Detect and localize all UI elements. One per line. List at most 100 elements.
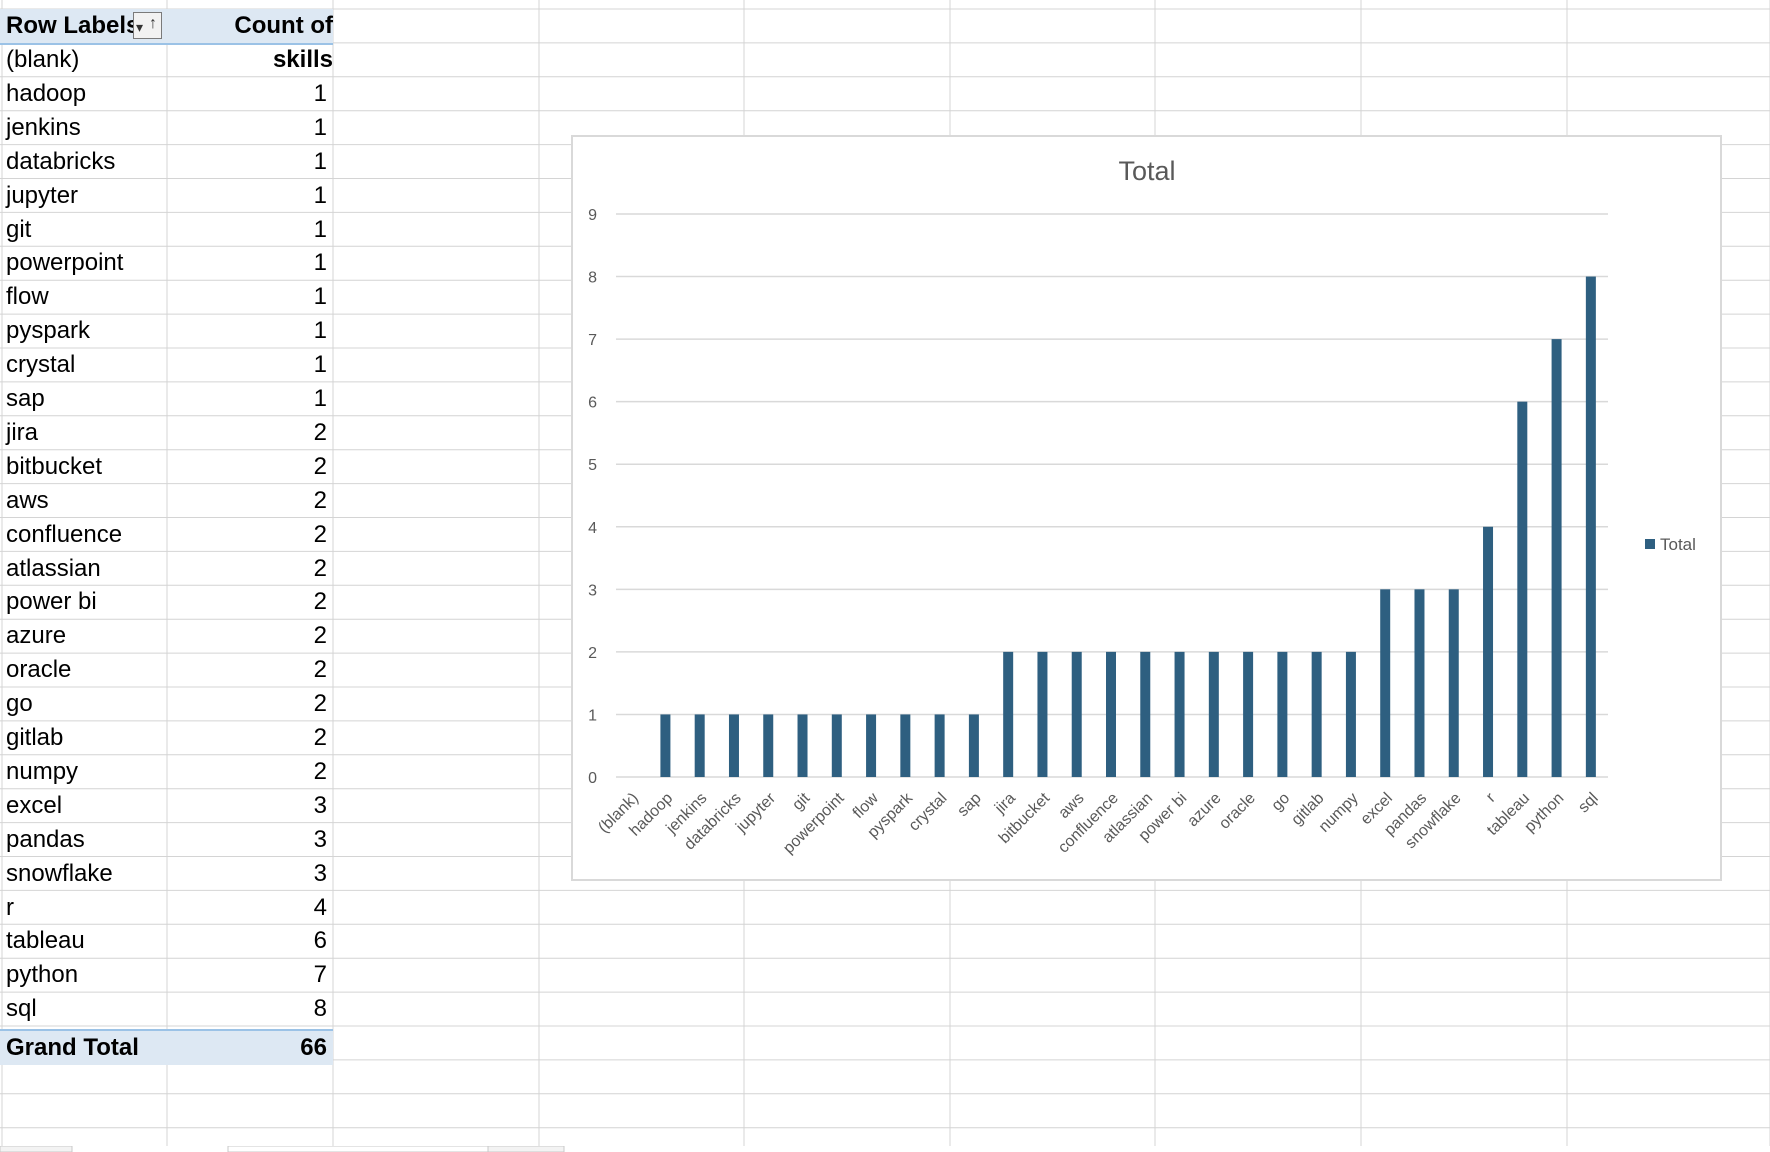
pivot-row-value: 1 — [313, 215, 327, 243]
pivot-row[interactable]: bitbucket 2 — [0, 450, 333, 484]
pivot-row[interactable]: sql 8 — [0, 992, 333, 1026]
bar — [728, 714, 739, 777]
bar — [934, 714, 945, 777]
bar — [797, 714, 808, 777]
pivot-row-label: pyspark — [6, 317, 91, 345]
pivot-row-value: 7 — [313, 961, 327, 989]
pivot-row-value: 2 — [313, 622, 327, 650]
x-tick-label: sql — [1575, 790, 1601, 816]
pivot-row-value: 1 — [313, 283, 327, 311]
bar — [1585, 276, 1596, 777]
sheet-tab[interactable] — [487, 1146, 565, 1152]
y-tick-label: 0 — [588, 770, 597, 787]
bar — [1106, 651, 1116, 777]
bar — [1037, 651, 1048, 777]
pivot-row-value: 1 — [313, 249, 327, 277]
pivot-row-value: 3 — [313, 859, 327, 887]
bar — [1174, 651, 1185, 777]
pivot-row-value: 2 — [313, 690, 327, 718]
pivot-row-label: bitbucket — [6, 452, 103, 480]
pivot-row-value: 2 — [313, 520, 327, 548]
pivot-row[interactable]: (blank) — [0, 43, 333, 77]
grand-total-row: Grand Total 66 — [0, 1029, 333, 1065]
pivot-row-value: 1 — [313, 113, 327, 141]
pivot-row-label: excel — [6, 791, 63, 819]
filter-sort-button[interactable]: ▾ ↑ — [133, 12, 162, 39]
bar — [763, 714, 774, 777]
pivot-row[interactable]: sap 1 — [0, 382, 333, 416]
chart-title: Total — [1118, 156, 1175, 186]
pivot-row[interactable]: jupyter 1 — [0, 179, 333, 213]
bar — [1243, 651, 1254, 777]
sheet-tab[interactable] — [0, 1146, 73, 1152]
pivot-row-label: hadoop — [6, 79, 87, 107]
pivot-row[interactable]: snowflake 3 — [0, 857, 333, 891]
pivot-row-label: azure — [6, 622, 67, 650]
pivot-row-label: git — [6, 215, 32, 243]
pivot-row[interactable]: python 7 — [0, 958, 333, 992]
pivot-row-value: 2 — [313, 554, 327, 582]
pivot-row-value: 8 — [313, 995, 327, 1023]
pivot-row-value: 2 — [313, 588, 327, 616]
pivot-row[interactable]: go 2 — [0, 687, 333, 721]
y-tick-label: 5 — [588, 457, 597, 474]
pivot-row[interactable]: databricks 1 — [0, 145, 333, 179]
pivot-row[interactable]: hadoop 1 — [0, 77, 333, 111]
pivot-row[interactable]: jira 2 — [0, 416, 333, 450]
pivot-row[interactable]: pyspark 1 — [0, 314, 333, 348]
legend-label: Total — [1660, 535, 1696, 554]
pivot-row-value: 2 — [313, 757, 327, 785]
pivot-row-label: tableau — [6, 927, 85, 955]
pivot-row-value: 3 — [313, 825, 327, 853]
pivot-row-value: 1 — [313, 181, 327, 209]
pivot-row-label: go — [6, 690, 33, 718]
x-tick-label: git — [789, 789, 813, 813]
pivot-row-value: 2 — [313, 418, 327, 446]
bar-chart[interactable]: Total 0 1 2 3 4 5 6 7 8 9 (blank) hadoop jenkins datab… — [571, 135, 1722, 881]
pivot-row[interactable]: excel 3 — [0, 789, 333, 823]
pivot-header-row: Row Labels ▾ ↑ Count of skills — [0, 9, 333, 73]
bar — [1345, 651, 1356, 777]
bar — [660, 714, 671, 777]
bar — [1517, 401, 1528, 777]
x-tick-label: jira — [991, 790, 1019, 818]
pivot-row[interactable]: azure 2 — [0, 619, 333, 653]
bar — [831, 714, 842, 777]
x-tick-label: r — [1483, 789, 1499, 805]
pivot-row-label: sap — [6, 385, 45, 412]
bar — [1380, 589, 1391, 777]
sheet-tab-active[interactable] — [227, 1146, 489, 1152]
pivot-row[interactable]: atlassian 2 — [0, 552, 333, 586]
pivot-row-label: oracle — [6, 656, 72, 684]
bar — [1414, 589, 1425, 777]
pivot-row[interactable]: confluence 2 — [0, 518, 333, 552]
pivot-row[interactable]: numpy 2 — [0, 755, 333, 789]
grand-total-value: 66 — [300, 1034, 327, 1061]
bar — [1140, 651, 1151, 777]
y-tick-label: 1 — [588, 707, 597, 724]
pivot-row[interactable]: crystal 1 — [0, 348, 333, 382]
pivot-row-label: aws — [6, 486, 49, 514]
pivot-row-value: 1 — [313, 351, 327, 379]
pivot-row[interactable]: jenkins 1 — [0, 111, 333, 145]
pivot-row-label: (blank) — [6, 46, 80, 73]
pivot-row-label: pandas — [6, 825, 85, 853]
pivot-row[interactable]: powerpoint 1 — [0, 246, 333, 280]
row-labels-header: Row Labels — [6, 12, 140, 39]
pivot-row[interactable]: oracle 2 — [0, 653, 333, 687]
bar — [866, 714, 877, 777]
pivot-row[interactable]: git 1 — [0, 213, 333, 247]
pivot-row[interactable]: power bi 2 — [0, 585, 333, 619]
sort-ascending-icon: ↑ — [149, 15, 157, 32]
pivot-row[interactable]: pandas 3 — [0, 823, 333, 857]
pivot-row[interactable]: aws 2 — [0, 484, 333, 518]
bar — [1551, 339, 1562, 777]
pivot-row[interactable]: tableau 6 — [0, 924, 333, 958]
pivot-row-label: snowflake — [6, 859, 113, 887]
pivot-row-label: atlassian — [6, 554, 101, 582]
bar — [900, 714, 911, 777]
pivot-row[interactable]: flow 1 — [0, 280, 333, 314]
pivot-row-value: 6 — [313, 927, 327, 955]
pivot-row[interactable]: gitlab 2 — [0, 721, 333, 755]
